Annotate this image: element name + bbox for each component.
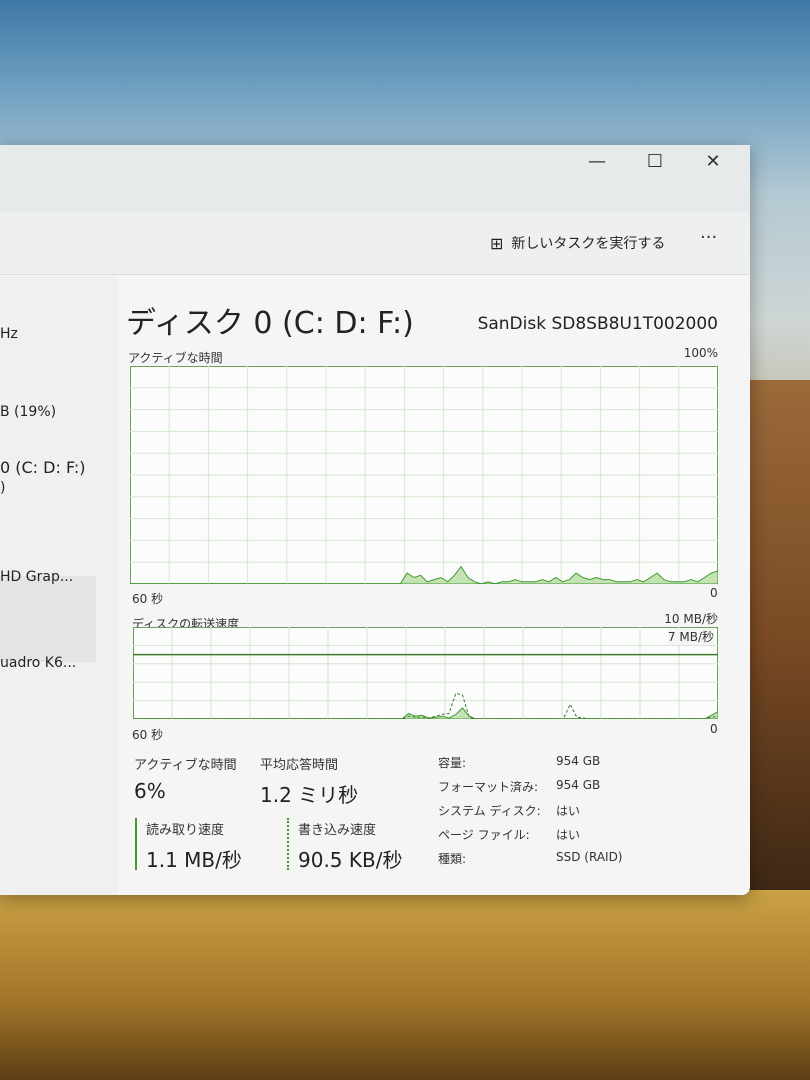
background-cliff bbox=[745, 380, 810, 900]
sidebar-item-gpu1[interactable]: uadro K6... bbox=[0, 655, 77, 671]
write-speed-label: 書き込み速度 bbox=[298, 823, 377, 838]
property-value: はい bbox=[556, 804, 581, 818]
disk-model: SanDisk SD8SB8U1T002000 bbox=[477, 314, 718, 334]
minimize-button[interactable]: — bbox=[588, 151, 606, 172]
property-label: フォーマット済み: bbox=[438, 780, 539, 794]
property-label: 種類: bbox=[438, 852, 467, 866]
active-time-series bbox=[130, 565, 718, 584]
active-graph-time-right: 0 bbox=[710, 586, 718, 600]
sidebar-item-cpu[interactable]: Hz bbox=[0, 326, 18, 342]
property-label: 容量: bbox=[438, 756, 467, 770]
sidebar-item-gpu0[interactable]: HD Grap... bbox=[0, 569, 74, 585]
write-legend-line bbox=[287, 818, 289, 870]
property-label: ページ ファイル: bbox=[438, 828, 530, 842]
new-task-icon: ⊞ bbox=[490, 233, 504, 253]
sidebar-item-disk0-sub: ) bbox=[0, 480, 6, 496]
maximize-button[interactable]: ☐ bbox=[646, 151, 664, 172]
transfer-rate-graph bbox=[133, 627, 718, 719]
write-speed-value: 90.5 KB/秒 bbox=[298, 848, 403, 872]
response-time-label: 平均応答時間 bbox=[260, 758, 339, 773]
disk-panel: ディスク 0 (C: D: F:) SanDisk SD8SB8U1T00200… bbox=[118, 276, 750, 895]
active-time-graph bbox=[130, 366, 718, 584]
run-new-task-button[interactable]: ⊞ 新しいタスクを実行する bbox=[490, 233, 665, 253]
response-time-value: 1.2 ミリ秒 bbox=[260, 783, 359, 807]
active-time-value: 6% bbox=[134, 779, 166, 803]
read-speed-label: 読み取り速度 bbox=[146, 823, 225, 838]
transfer-graph-max: 10 MB/秒 bbox=[664, 612, 718, 626]
toolbar: ⊞ 新しいタスクを実行する ··· bbox=[0, 213, 750, 275]
run-new-task-label: 新しいタスクを実行する bbox=[511, 236, 666, 252]
close-button[interactable]: ✕ bbox=[705, 151, 721, 172]
read-speed-value: 1.1 MB/秒 bbox=[146, 848, 242, 872]
transfer-graph-time-right: 0 bbox=[710, 722, 718, 736]
transfer-ref-line-label: 7 MB/秒 bbox=[667, 628, 714, 645]
property-value: SSD (RAID) bbox=[556, 850, 623, 864]
read-rate-series bbox=[133, 707, 718, 719]
property-value: 954 GB bbox=[556, 754, 601, 768]
sidebar: Hz B (19%) 0 (C: D: F:) ) HD Grap... uad… bbox=[0, 276, 118, 895]
property-value: 954 GB bbox=[556, 778, 601, 792]
title-bar: — ☐ ✕ bbox=[0, 145, 750, 213]
active-graph-max: 100% bbox=[683, 346, 718, 360]
background-rocks bbox=[0, 890, 810, 1080]
page-title: ディスク 0 (C: D: F:) bbox=[126, 306, 414, 341]
more-options-button[interactable]: ··· bbox=[700, 227, 718, 248]
property-label: システム ディスク: bbox=[438, 804, 541, 818]
property-value: はい bbox=[556, 828, 581, 842]
task-manager-window: — ☐ ✕ ⊞ 新しいタスクを実行する ··· Hz B (19%) 0 (C:… bbox=[0, 145, 750, 895]
active-time-label: アクティブな時間 bbox=[134, 758, 237, 773]
sidebar-item-disk0[interactable]: 0 (C: D: F:) bbox=[0, 458, 86, 477]
transfer-graph-time-left: 60 秒 bbox=[132, 728, 164, 742]
sidebar-item-memory[interactable]: B (19%) bbox=[0, 404, 57, 420]
active-graph-time-left: 60 秒 bbox=[132, 592, 164, 606]
sidebar-selected-highlight bbox=[0, 576, 96, 662]
active-graph-label: アクティブな時間 bbox=[128, 351, 223, 365]
graph-frame bbox=[133, 627, 718, 719]
read-legend-line bbox=[135, 818, 137, 870]
